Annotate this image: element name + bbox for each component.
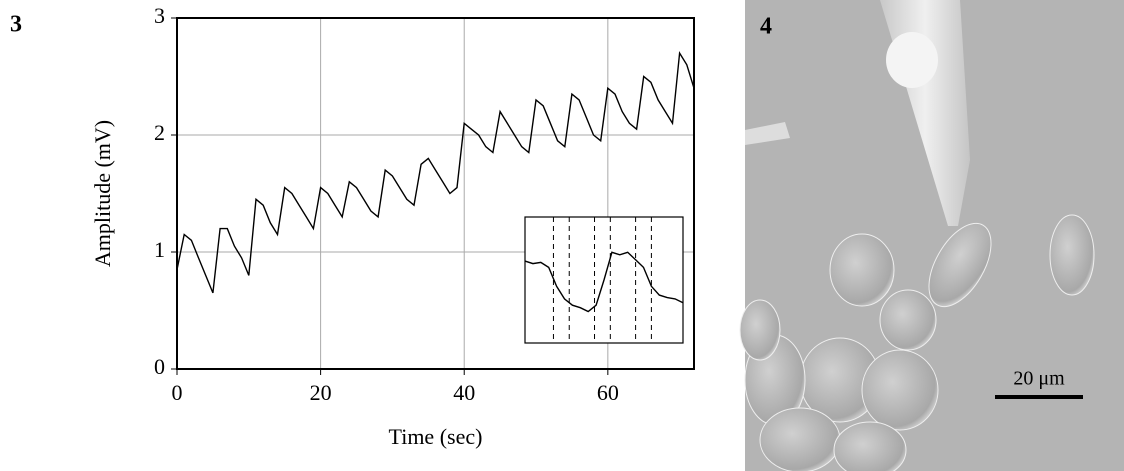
panel-label: 4 bbox=[760, 14, 772, 40]
x-tick-label: 20 bbox=[310, 380, 332, 405]
y-tick-label: 1 bbox=[154, 237, 165, 262]
data-line bbox=[524, 251, 684, 313]
y-tick-label: 0 bbox=[154, 354, 165, 379]
data-line bbox=[176, 50, 695, 294]
scale-bar-label: 20 μm bbox=[1013, 368, 1065, 390]
y-tick-label: 3 bbox=[154, 3, 165, 28]
micrograph bbox=[739, 0, 1124, 471]
x-axis-label: Time (sec) bbox=[389, 424, 483, 449]
plot-frame bbox=[524, 216, 684, 344]
panel-label: 3 bbox=[10, 12, 22, 38]
y-tick-label: 2 bbox=[154, 120, 165, 145]
x-tick-label: 60 bbox=[597, 380, 619, 405]
x-tick-label: 40 bbox=[453, 380, 475, 405]
y-axis-label: Amplitude (mV) bbox=[90, 120, 115, 267]
x-tick-label: 0 bbox=[172, 380, 183, 405]
plot-frame bbox=[176, 17, 695, 370]
